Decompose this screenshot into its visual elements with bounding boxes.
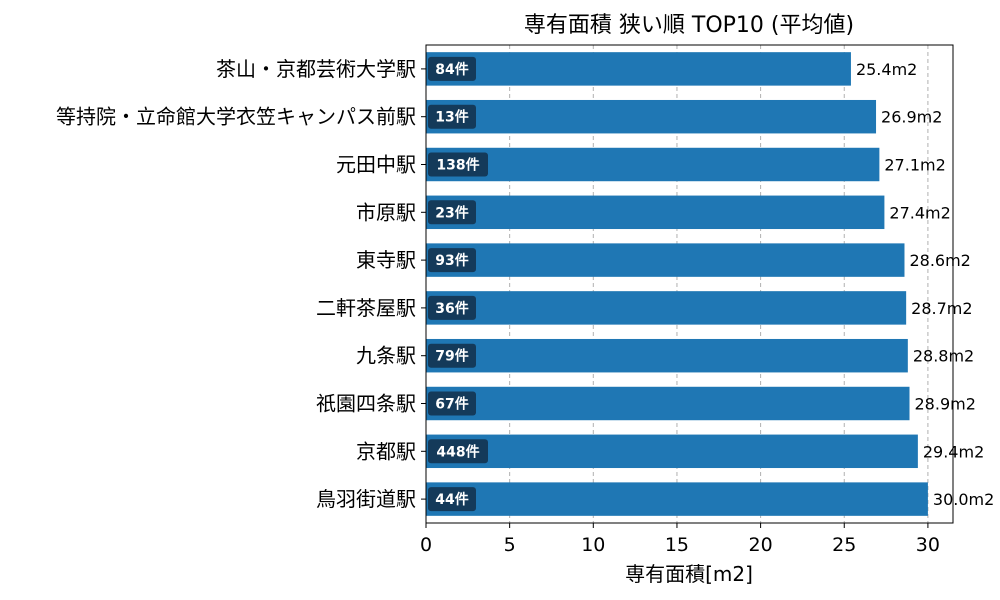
bar — [426, 482, 928, 516]
x-tick-label: 20 — [749, 534, 773, 556]
category-label: 鳥羽街道駅 — [316, 487, 416, 511]
value-label: 25.4m2 — [856, 60, 917, 79]
bar — [426, 434, 918, 469]
count-label: 93件 — [435, 252, 468, 269]
count-badge — [428, 343, 476, 368]
x-tick-label: 15 — [665, 534, 689, 556]
count-badge — [428, 152, 488, 177]
plot-frame — [425, 44, 954, 524]
bar — [426, 243, 905, 277]
count-badge — [428, 248, 476, 273]
count-label: 79件 — [435, 348, 468, 365]
x-tick-label: 30 — [916, 534, 940, 556]
category-label: 元田中駅 — [336, 153, 416, 177]
count-badge — [428, 200, 476, 225]
bars: 84件 25.4m2 13件 26.9m2 138件 27.1m2 23件 27.4m2 93件… — [426, 52, 994, 516]
category-label: 祇園四条駅 — [316, 392, 416, 416]
category-label: 京都駅 — [356, 439, 416, 463]
count-badge — [428, 391, 476, 416]
count-label: 448件 — [436, 443, 479, 460]
chart-title: 専有面積 狭い順 TOP10 (平均値) — [524, 13, 854, 38]
count-label: 84件 — [435, 61, 468, 78]
value-label: 28.6m2 — [909, 251, 970, 270]
category-labels: 茶山・京都芸術大学駅等持院・立命館大学衣笠キャンパス前駅元田中駅市原駅東寺駅二軒… — [56, 57, 426, 511]
count-label: 36件 — [435, 300, 468, 317]
count-label: 23件 — [435, 204, 468, 221]
count-label: 67件 — [435, 396, 468, 413]
value-label: 27.4m2 — [889, 203, 950, 222]
x-axis-label: 専有面積[m2] — [625, 562, 753, 586]
value-label: 28.8m2 — [913, 347, 974, 366]
bar — [426, 147, 880, 182]
category-label: 東寺駅 — [356, 248, 416, 272]
value-label: 26.9m2 — [881, 108, 942, 127]
value-label: 28.7m2 — [911, 299, 972, 318]
x-tick-label: 5 — [504, 534, 516, 556]
bar — [426, 386, 910, 421]
value-label: 30.0m2 — [933, 490, 994, 509]
value-label: 28.9m2 — [915, 395, 976, 414]
count-label: 44件 — [435, 491, 468, 508]
category-label: 等持院・立命館大学衣笠キャンパス前駅 — [56, 105, 416, 129]
x-tick-label: 0 — [420, 534, 432, 556]
bar — [426, 99, 877, 134]
bar — [426, 195, 885, 230]
count-badge — [428, 487, 476, 512]
x-tick-label: 25 — [832, 534, 856, 556]
bar — [426, 338, 908, 373]
category-label: 九条駅 — [356, 344, 416, 368]
bar — [426, 291, 907, 325]
count-badge — [428, 104, 476, 129]
count-badge — [428, 439, 488, 464]
x-axis-ticks: 0 5 10 15 20 25 30 — [420, 523, 940, 556]
value-label: 27.1m2 — [884, 156, 945, 175]
value-label: 29.4m2 — [923, 442, 984, 461]
category-label: 二軒茶屋駅 — [316, 296, 416, 320]
category-label: 茶山・京都芸術大学駅 — [216, 57, 416, 81]
count-label: 13件 — [435, 109, 468, 126]
count-label: 138件 — [436, 157, 479, 174]
bar — [426, 52, 851, 86]
count-badge — [428, 295, 476, 320]
x-tick-label: 10 — [581, 534, 605, 556]
count-badge — [428, 56, 476, 81]
category-label: 市原駅 — [356, 200, 416, 224]
